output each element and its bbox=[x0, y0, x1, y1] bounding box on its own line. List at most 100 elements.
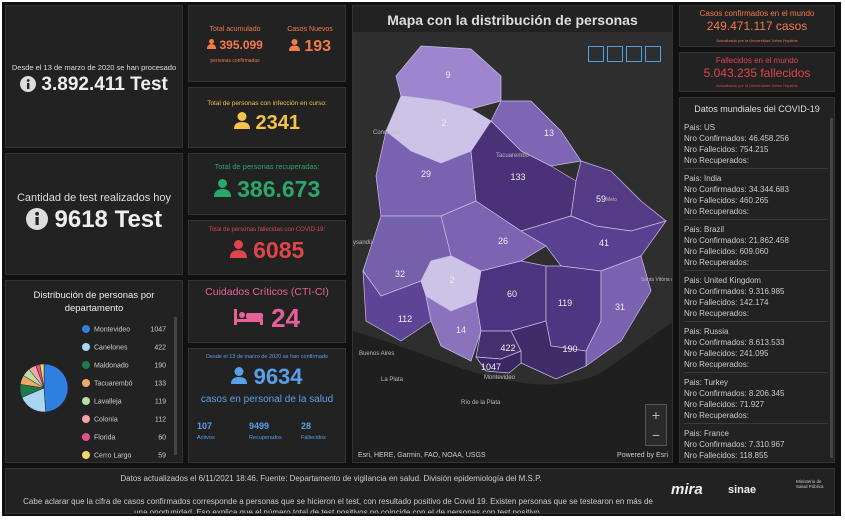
home-button[interactable] bbox=[588, 46, 604, 62]
legend-value: 59 bbox=[158, 453, 166, 460]
stat-value: 107 bbox=[197, 421, 213, 431]
world-deaths-note: Actualizado por la Universidad Johns Hop… bbox=[716, 83, 798, 88]
legend-label: Tacuarembó bbox=[94, 381, 133, 388]
department-value: 59 bbox=[596, 194, 606, 204]
scrollbar bbox=[830, 118, 833, 458]
value: 9634 bbox=[253, 364, 303, 389]
deceased-value: 6085 bbox=[189, 237, 345, 264]
country-fallecidos: Nro Fallecidos: 71.927 bbox=[684, 400, 765, 409]
country-recuperados: Nro Recuperados: bbox=[684, 258, 749, 267]
country-confirmados: Nro Confirmados: 46.458.256 bbox=[684, 134, 789, 143]
person-icon bbox=[213, 179, 231, 197]
country-pais: Pais: Russia bbox=[684, 327, 729, 336]
department-value: 14 bbox=[456, 325, 466, 335]
world-panel: Datos mundiales del COVID-19 Pais: US Nro… bbox=[679, 97, 835, 463]
recovered-panel: Total de personas recuperadas: 386.673 bbox=[188, 153, 346, 215]
logo-mira: mira bbox=[671, 481, 703, 498]
legend-label: Cerro Largo bbox=[94, 453, 131, 460]
scrollbar bbox=[174, 317, 177, 455]
country-fallecidos: Nro Fallecidos: 118.855 bbox=[684, 451, 768, 460]
place-label: Río de la Plata bbox=[461, 400, 501, 406]
legend-swatch bbox=[82, 361, 90, 369]
active-panel: Total de personas con infección en curso… bbox=[188, 87, 346, 148]
department-value: 422 bbox=[500, 343, 515, 353]
layers-button[interactable] bbox=[626, 46, 642, 62]
country-pais: Pais: India bbox=[684, 174, 722, 183]
department-value: 41 bbox=[599, 238, 609, 248]
legend-label: Colonia bbox=[94, 417, 118, 424]
accumulated-value: 395.099 bbox=[197, 38, 273, 52]
department-value: 119 bbox=[558, 298, 572, 308]
country-fallecidos: Nro Fallecidos: 754.215 bbox=[684, 145, 769, 154]
country-item: Pais: Russia Nro Confirmados: 8.613.533 Nr… bbox=[684, 322, 828, 373]
zoom-out[interactable]: − bbox=[651, 427, 661, 443]
department-value: 112 bbox=[398, 314, 412, 324]
country-fallecidos: Nro Fallecidos: 460.265 bbox=[684, 196, 769, 205]
deceased-title: Total de personas fallecidas con COVID-1… bbox=[208, 227, 326, 233]
accumulated-caption: personas confirmadas bbox=[210, 58, 260, 64]
info-icon bbox=[25, 208, 48, 230]
country-fallecidos: Nro Fallecidos: 241.095 bbox=[684, 349, 769, 358]
country-pais: Pais: Turkey bbox=[684, 378, 729, 387]
active-title: Total de personas con infección en curso… bbox=[207, 100, 327, 107]
department-value: 2 bbox=[441, 118, 446, 128]
tests-total-panel: Desde el 13 de marzo de 2020 se han proc… bbox=[5, 5, 183, 148]
health-subtitle: casos en personal de la salud bbox=[200, 394, 334, 405]
place-label: Concordia bbox=[373, 130, 401, 136]
country-fallecidos: Nro Fallecidos: 609.060 bbox=[684, 247, 769, 256]
place-label: Santa Vitória do Palmar bbox=[641, 277, 673, 283]
legend-value: 133 bbox=[154, 381, 166, 388]
zoom-control: + − bbox=[645, 404, 667, 446]
value: 3.892.411 Test bbox=[6, 74, 182, 96]
legend-label: Lavalleja bbox=[94, 399, 122, 406]
legend-swatch bbox=[82, 343, 90, 351]
map: 9 2 13 29 133 59 26 41 32 2 60 119 31 112 14 422 190 1047… bbox=[353, 6, 673, 462]
zoom-in[interactable]: + bbox=[651, 407, 661, 423]
country-fallecidos: Nro Fallecidos: 142.174 bbox=[684, 298, 769, 307]
recovered-title: Total de personas recuperadas: bbox=[214, 162, 320, 171]
country-recuperados: Nro Recuperados: bbox=[684, 360, 749, 369]
place-label: Buenos Aires bbox=[359, 351, 394, 357]
country-pais: Pais: Brazil bbox=[684, 225, 725, 234]
person-icon bbox=[229, 240, 247, 258]
country-item: Pais: Turkey Nro Confirmados: 8.206.345 Nr… bbox=[684, 373, 828, 424]
value: 2341 bbox=[255, 112, 301, 134]
place-label: ysandú bbox=[353, 240, 372, 246]
country-recuperados: Nro Recuperados: bbox=[684, 207, 749, 216]
basemap-button[interactable] bbox=[645, 46, 661, 62]
new-value: 193 bbox=[275, 38, 345, 56]
department-value: 29 bbox=[421, 169, 431, 179]
tests-today-panel: Cantidad de test realizados hoy 9618 Tes… bbox=[5, 153, 183, 275]
accumulated-panel: Total acumulado 395.099 personas confirm… bbox=[188, 5, 346, 82]
active-value: 2341 bbox=[189, 112, 345, 135]
stat-label: Fallecidos bbox=[301, 435, 326, 441]
department-value: 190 bbox=[562, 344, 577, 354]
pie-chart: Montevideo 1047 Canelones 422 Maldonado 190 Ta… bbox=[19, 325, 166, 460]
department-value: 1047 bbox=[481, 362, 501, 372]
list-button[interactable] bbox=[607, 46, 623, 62]
country-recuperados: Nro Recuperados: bbox=[684, 156, 749, 165]
legend-value: 422 bbox=[154, 345, 166, 352]
country-confirmados: Nro Confirmados: 8.206.345 bbox=[684, 389, 785, 398]
legend-swatch bbox=[82, 433, 90, 441]
pie-slice bbox=[39, 363, 45, 389]
legend-value: 190 bbox=[154, 363, 166, 370]
country-recuperados: Nro Recuperados: bbox=[684, 461, 828, 462]
health-staff-panel: Desde el 13 de marzo de 2020 se han conf… bbox=[188, 348, 346, 463]
department-value: 13 bbox=[544, 128, 554, 138]
place-label: Montevideo bbox=[484, 375, 516, 381]
department-value: 31 bbox=[615, 302, 625, 312]
person-icon bbox=[207, 39, 217, 49]
powered-by: Powered by Esri bbox=[617, 452, 668, 459]
deceased-panel: Total de personas fallecidas con COVID-1… bbox=[188, 220, 346, 275]
legend-swatch bbox=[82, 397, 90, 405]
accumulated-title: Total acumulado bbox=[209, 26, 261, 33]
country-item: Pais: Brazil Nro Confirmados: 21.862.458 N… bbox=[684, 220, 828, 271]
world-deaths-value: 5.043.235 fallecidos bbox=[703, 66, 811, 80]
legend-swatch bbox=[82, 415, 90, 423]
water bbox=[353, 322, 672, 462]
distribution-panel: Distribución de personas por departament… bbox=[5, 280, 183, 463]
department-value: 60 bbox=[507, 289, 517, 299]
health-caption: Desde el 13 de marzo de 2020 se han conf… bbox=[206, 354, 328, 360]
person-icon bbox=[231, 367, 248, 384]
